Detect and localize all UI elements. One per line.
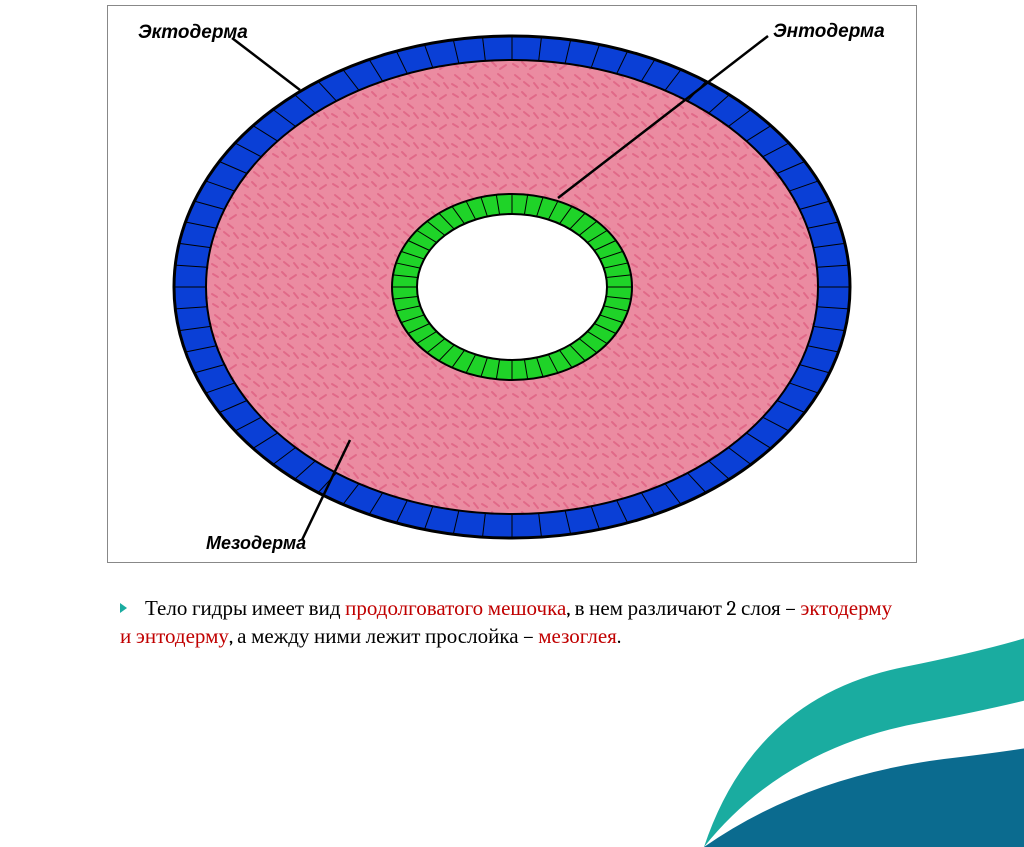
corner-decoration [704, 547, 1024, 847]
cap-hl3: мезоглея [538, 625, 617, 649]
cap-pre: Тело гидры имеет вид [145, 597, 345, 621]
bullet-icon [120, 603, 127, 613]
cap-post: . [617, 625, 621, 649]
label-endoderm: Энтодерма [773, 21, 885, 43]
label-ectoderm: Эктодерма [138, 22, 248, 44]
cap-mid2: , а между ними лежит прослойка – [229, 625, 538, 649]
germ-layers-diagram [0, 0, 1024, 580]
label-mesoderm: Мезодерма [206, 533, 306, 554]
cap-hl1: продолговатого мешочка [345, 597, 566, 621]
